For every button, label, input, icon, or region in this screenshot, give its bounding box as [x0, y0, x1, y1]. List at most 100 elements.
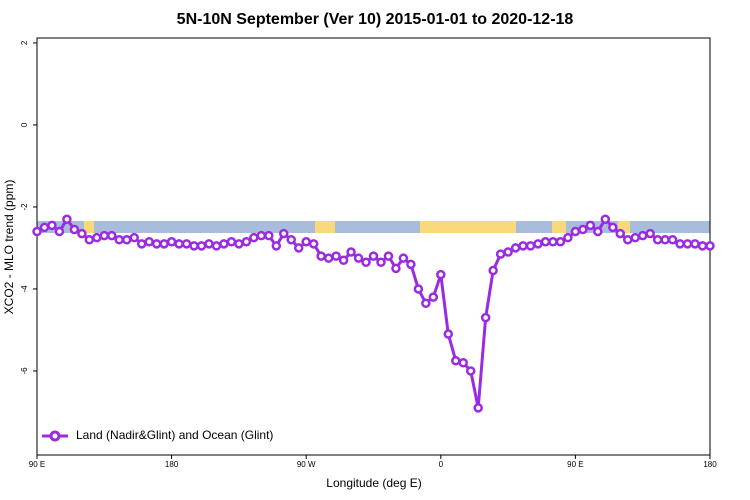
point	[286, 234, 296, 245]
point	[458, 357, 468, 368]
point	[114, 234, 125, 245]
point	[398, 253, 409, 263]
point	[316, 251, 326, 261]
point	[495, 249, 506, 259]
legend: Land (Nadir&Glint) and Ocean (Glint)	[42, 428, 273, 442]
point	[92, 232, 102, 243]
land-mask	[37, 221, 710, 233]
legend-marker	[49, 430, 61, 442]
y-tick-label: 2	[20, 40, 29, 45]
point	[622, 234, 633, 245]
point	[600, 214, 611, 224]
point	[563, 232, 573, 243]
point	[196, 241, 207, 251]
point	[608, 222, 618, 233]
point	[645, 228, 655, 239]
point	[585, 220, 596, 231]
point	[383, 251, 394, 261]
point	[279, 228, 289, 239]
point	[637, 230, 648, 241]
point	[234, 239, 244, 249]
point	[264, 230, 274, 241]
point	[421, 298, 431, 309]
land-patch	[84, 221, 94, 233]
point	[480, 312, 491, 323]
point	[189, 241, 199, 251]
point	[107, 230, 117, 241]
point	[443, 329, 454, 339]
point	[308, 239, 319, 249]
land-patch	[420, 221, 516, 233]
point	[69, 224, 80, 235]
y-axis-label: XCO2 - MLO trend (ppm)	[2, 180, 16, 315]
point	[301, 237, 311, 247]
point	[136, 239, 147, 249]
legend-label: Land (Nadir&Glint) and Ocean (Glint)	[76, 428, 273, 442]
point	[39, 222, 50, 233]
point	[652, 234, 663, 245]
ocean-band	[37, 221, 710, 233]
point	[323, 253, 334, 263]
point	[361, 257, 371, 268]
y-tick-label: -4	[20, 285, 29, 293]
point	[181, 239, 192, 249]
point	[406, 259, 416, 270]
y-tick-label: -2	[20, 203, 29, 211]
chart-title: 5N-10N September (Ver 10) 2015-01-01 to …	[177, 11, 574, 28]
point	[47, 220, 57, 231]
point	[473, 403, 483, 413]
point	[451, 355, 461, 366]
point	[226, 237, 237, 247]
point	[503, 247, 513, 257]
point	[675, 239, 685, 249]
point	[174, 239, 184, 249]
point	[615, 228, 626, 239]
point	[32, 226, 42, 237]
point	[413, 284, 424, 294]
point	[548, 237, 558, 247]
point	[99, 230, 110, 241]
point	[271, 241, 282, 251]
x-axis-label: Longitude (deg E)	[326, 476, 421, 490]
point	[166, 237, 177, 247]
x-tick-label: 90 E	[29, 460, 45, 469]
point	[293, 243, 304, 253]
point	[667, 234, 678, 245]
y-tick-label: -6	[20, 367, 29, 375]
point	[331, 251, 341, 261]
point	[705, 241, 715, 251]
point	[391, 263, 401, 274]
x-tick-label: 0	[439, 460, 444, 469]
point	[159, 239, 169, 249]
point	[510, 243, 521, 253]
x-tick-label: 180	[703, 460, 717, 469]
point	[525, 241, 536, 251]
point	[555, 237, 566, 247]
point	[570, 226, 581, 237]
point	[204, 239, 214, 249]
series-line	[36, 216, 710, 409]
point	[346, 247, 356, 257]
x-tick-label: 90 E	[567, 460, 583, 469]
point	[518, 241, 528, 251]
point	[249, 232, 259, 243]
point	[465, 366, 476, 376]
point	[690, 239, 700, 249]
point	[62, 214, 72, 224]
land-patch	[552, 221, 566, 233]
point	[540, 237, 551, 247]
point	[211, 241, 222, 251]
point	[54, 226, 65, 237]
point	[697, 241, 708, 251]
point	[338, 255, 349, 265]
point	[368, 251, 379, 261]
point	[151, 239, 162, 249]
x-tick-label: 180	[165, 460, 179, 469]
y-tick-label: 0	[20, 122, 29, 127]
point	[533, 239, 543, 249]
point	[144, 237, 154, 247]
point	[630, 232, 640, 243]
point	[593, 226, 603, 237]
point	[660, 234, 670, 245]
